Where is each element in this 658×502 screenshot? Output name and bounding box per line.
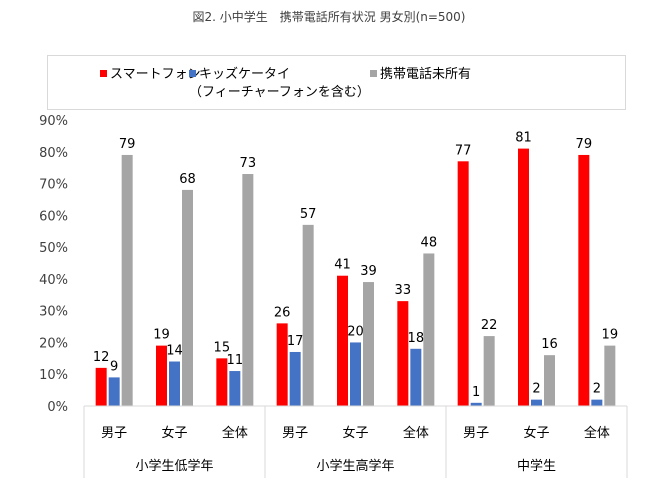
bar [156,345,167,406]
bar [276,323,288,406]
legend-label-line2: （フィーチャーフォンを含む） [189,85,370,100]
x-tick-label: 男子 [463,426,489,441]
bar [457,161,469,406]
data-label: 12 [93,350,110,365]
bar [483,336,495,406]
y-tick-label: 30% [39,305,68,320]
bar [242,174,254,406]
data-label: 33 [395,283,412,298]
bar [229,371,241,406]
legend-label: キッズケータイ [199,67,291,82]
y-tick-label: 50% [39,241,68,256]
bar [531,399,542,406]
bar [95,367,107,406]
data-label: 18 [408,331,425,346]
legend-label: スマートフォン [110,67,201,82]
data-label: 16 [541,337,558,352]
legend-item-no-phone: 携帯電話未所有 [370,66,471,84]
data-label: 17 [287,334,304,349]
data-label: 19 [602,328,619,343]
data-label: 68 [179,172,196,187]
x-group-label: 小学生低学年 [135,458,213,474]
data-label: 79 [576,137,593,152]
bar [121,154,133,406]
y-tick-label: 70% [39,178,68,193]
x-tick-label: 全体 [222,425,248,441]
data-label: 57 [300,207,317,222]
data-label: 19 [153,328,170,343]
bar [578,154,590,406]
bar [423,253,435,406]
y-tick-label: 40% [39,273,68,288]
y-tick-label: 60% [39,209,68,224]
data-label: 41 [334,258,351,273]
bar [108,377,120,406]
y-tick-label: 20% [39,336,68,351]
legend-item-kids-phone: キッズケータイ （フィーチャーフォンを含む） [189,66,370,102]
y-tick-label: 80% [39,146,68,161]
x-tick-label: 全体 [584,425,610,441]
x-tick-label: 女子 [342,425,368,441]
bar [604,345,616,406]
data-label: 15 [214,340,231,355]
legend-label: 携帯電話未所有 [380,67,472,82]
data-label: 1 [472,385,480,400]
data-label: 81 [515,131,532,146]
x-tick-label: 女子 [523,425,549,441]
data-label: 48 [421,235,438,250]
bar [518,148,529,406]
x-tick-label: 男子 [282,426,308,441]
y-tick-label: 10% [39,368,68,383]
data-label: 20 [347,324,364,339]
x-group-label: 小学生高学年 [316,458,394,474]
bar [410,348,422,406]
bar [544,355,555,406]
bar [216,358,228,406]
data-label: 2 [532,382,540,397]
bar [337,275,348,406]
data-label: 73 [240,156,257,171]
bar [169,361,180,406]
data-label: 79 [119,137,136,152]
bar [470,402,482,406]
data-label: 14 [166,344,183,359]
legend-swatch [100,70,107,77]
data-label: 26 [274,305,291,320]
legend: スマートフォン キッズケータイ （フィーチャーフォンを含む） 携帯電話未所有 [47,55,626,110]
y-tick-label: 0% [47,400,68,415]
bar [397,301,409,406]
chart-title: 図2. 小中学生 携帯電話所有状況 男女別(n=500) [192,10,466,24]
data-label: 9 [110,359,118,374]
legend-item-smartphone: スマートフォン [100,66,201,84]
bar [289,351,301,406]
bar [350,342,361,406]
data-label: 2 [593,382,601,397]
y-tick-label: 90% [39,114,68,129]
x-tick-label: 男子 [101,426,127,441]
legend-swatch [370,70,377,77]
x-tick-label: 全体 [403,425,429,441]
legend-swatch [189,70,196,77]
x-group-label: 中学生 [517,458,556,474]
x-tick-label: 女子 [161,425,187,441]
bar [302,224,314,406]
bar [591,399,603,406]
data-label: 77 [455,143,472,158]
data-label: 22 [481,318,498,333]
bar [182,189,193,406]
bar [363,282,374,406]
data-label: 11 [227,353,244,368]
data-label: 39 [360,264,377,279]
